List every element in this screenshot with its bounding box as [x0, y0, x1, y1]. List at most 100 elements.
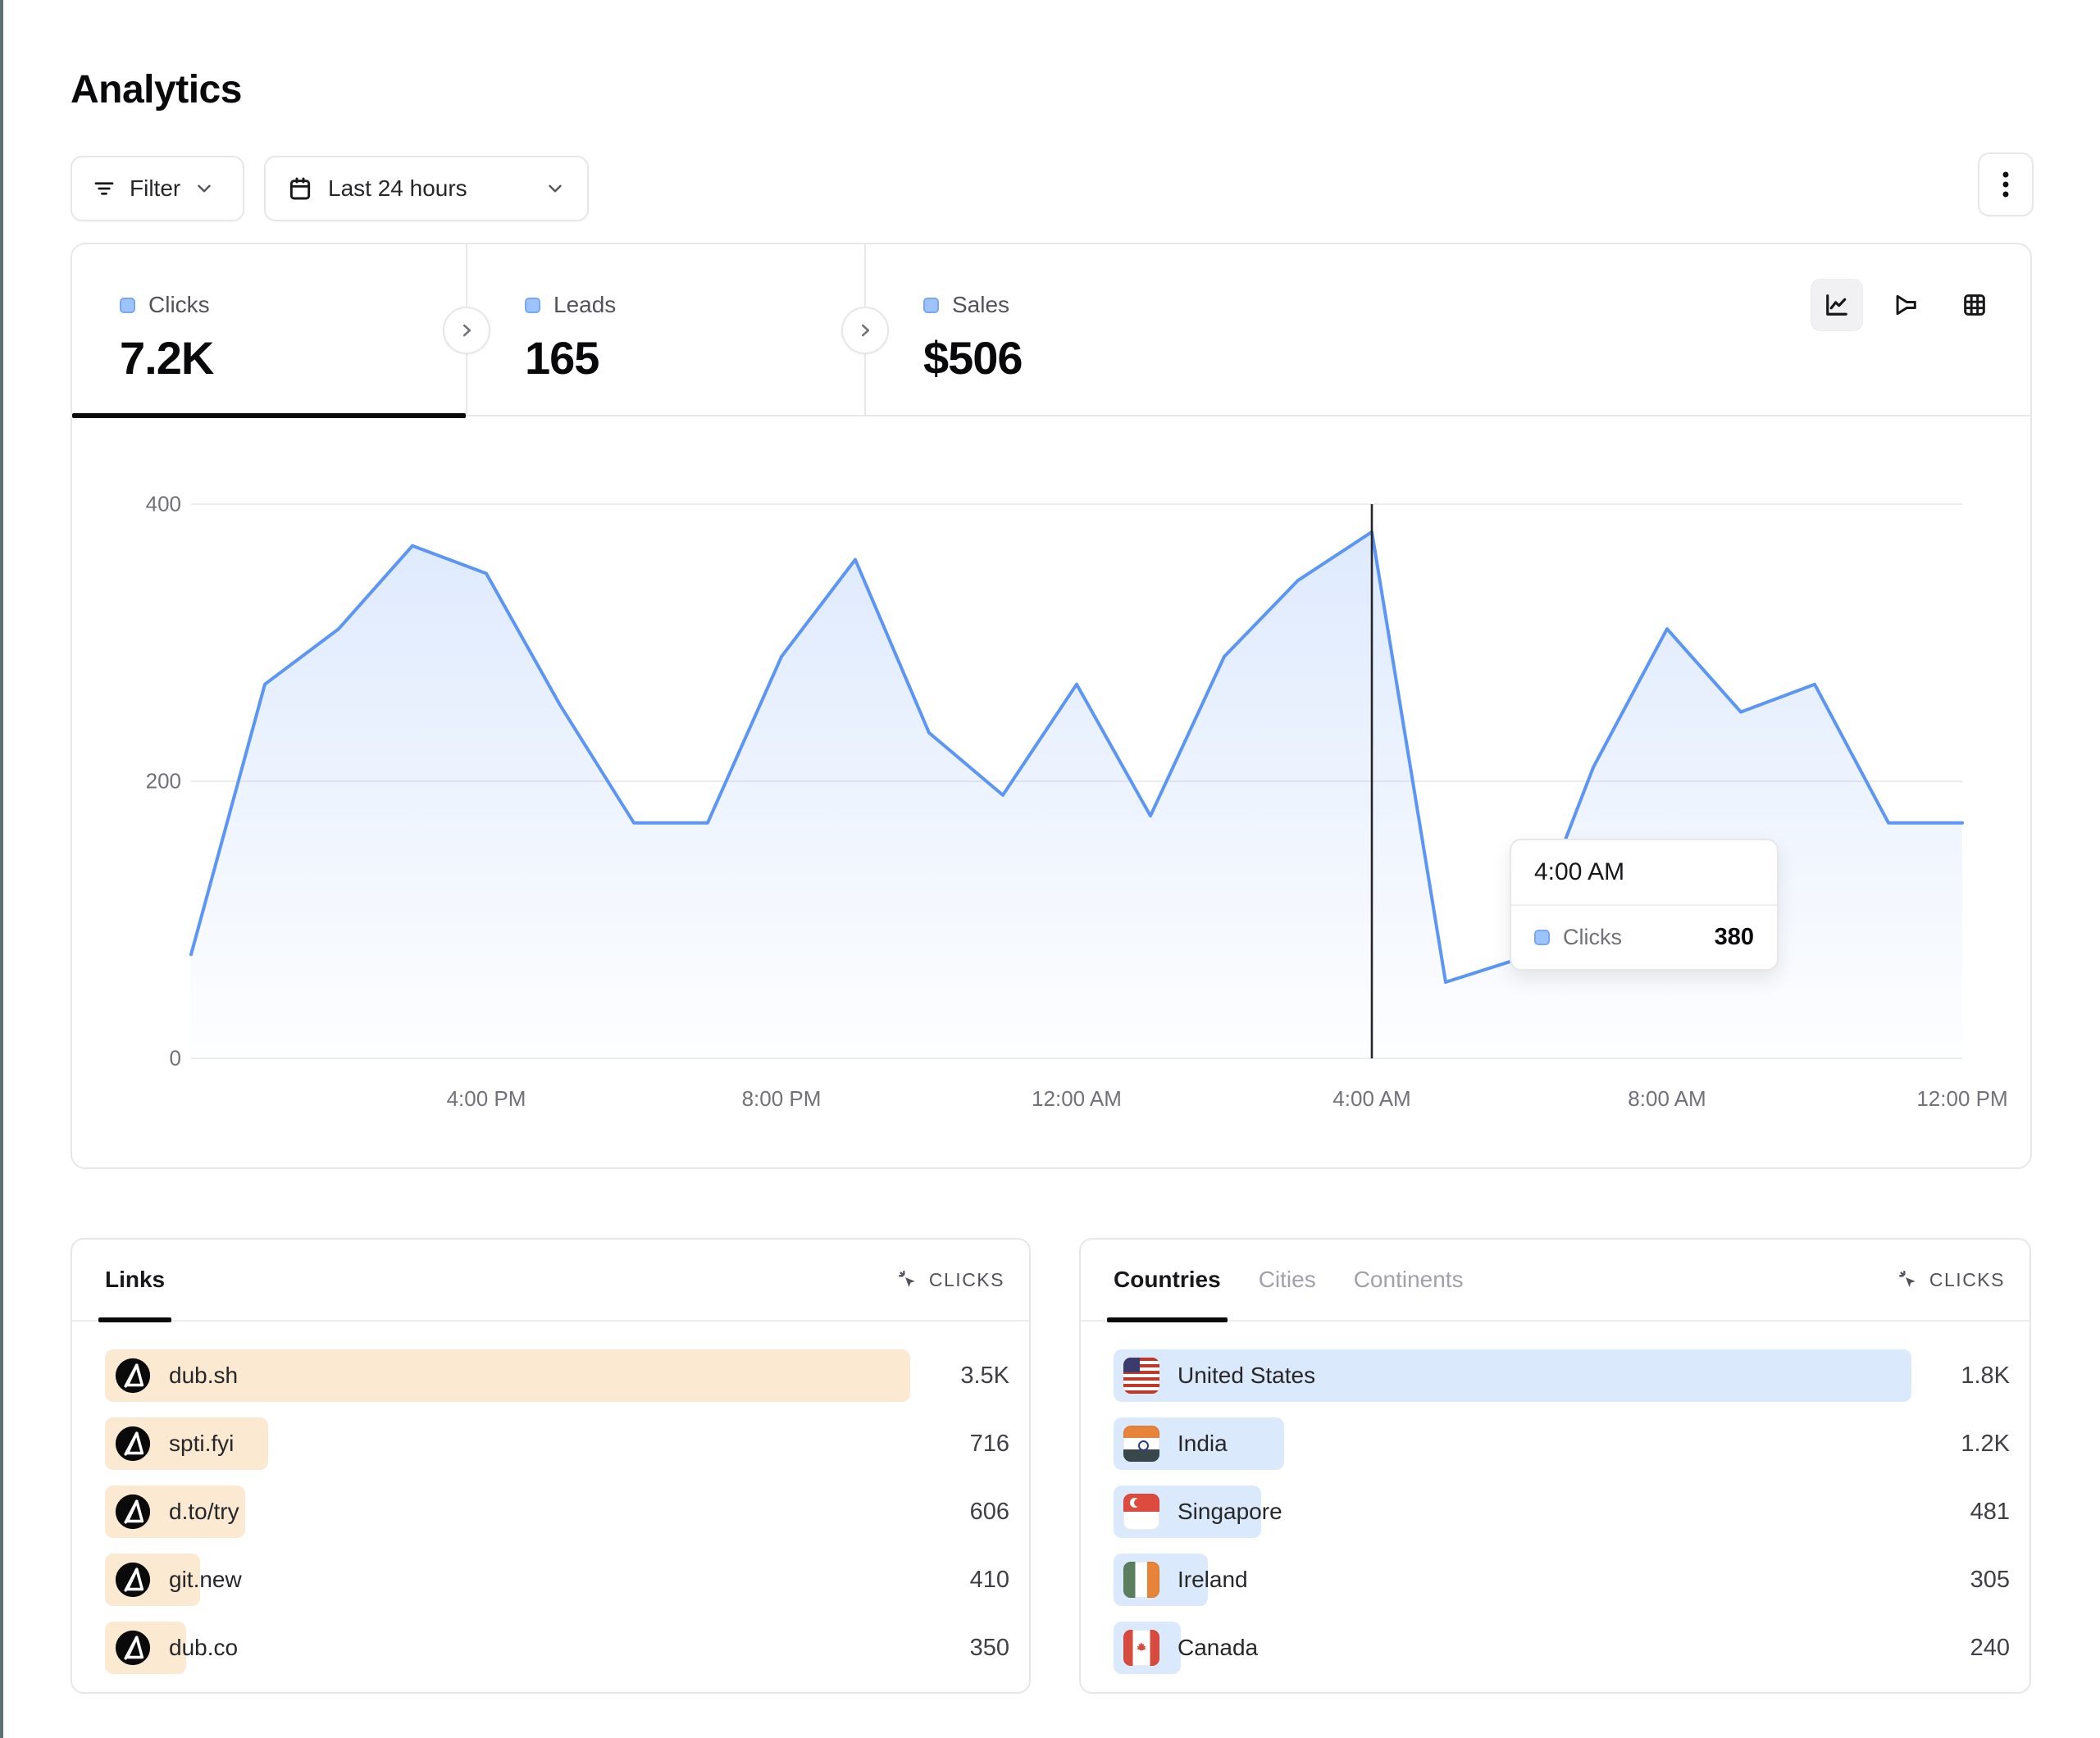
country-label: United States	[1178, 1363, 1316, 1388]
dub-logo-icon	[115, 1358, 151, 1394]
leads-legend-chip	[525, 297, 540, 313]
x-tick: 8:00 AM	[1628, 1086, 1706, 1111]
grid-icon	[1964, 294, 1985, 316]
tab-sales-label: Sales	[952, 292, 1010, 317]
link-bar	[105, 1349, 910, 1402]
dub-logo-icon	[115, 1630, 151, 1666]
clicks-value: 7.2K	[120, 332, 214, 384]
chart-view-toggles	[1811, 279, 2001, 331]
clicks-legend-chip	[120, 297, 135, 313]
tab-sales[interactable]: Sales $506	[864, 244, 1274, 416]
country-value: 481	[1970, 1498, 2010, 1525]
funnel-icon	[1896, 294, 1916, 316]
calendar-icon	[287, 175, 313, 202]
table-toggle[interactable]	[1948, 279, 2001, 331]
country-value: 1.2K	[1961, 1430, 2010, 1457]
link-value: 3.5K	[960, 1362, 1009, 1389]
analytics-card: Clicks 7.2K Leads 165 Sales $506	[71, 243, 2032, 1169]
expand-clicks-button[interactable]	[443, 307, 490, 354]
more-options-button[interactable]	[1978, 152, 2034, 216]
date-range-button[interactable]: Last 24 hours	[264, 156, 589, 221]
links-metric-button[interactable]: CLICKS	[896, 1268, 1004, 1291]
cursor-click-icon	[898, 1270, 915, 1287]
country-label: India	[1178, 1431, 1228, 1456]
links-rows: dub.sh 3.5K spti.fyi 716 d.to/try 606 gi…	[72, 1322, 1029, 1674]
ireland-flag-icon	[1123, 1562, 1159, 1598]
tab-leads[interactable]: Leads 165	[466, 244, 864, 416]
funnel-toggle[interactable]	[1879, 279, 1932, 331]
country-bar	[1114, 1349, 1911, 1402]
link-row[interactable]: dub.sh 3.5K	[105, 1349, 1009, 1402]
tab-clicks[interactable]: Clicks 7.2K	[72, 244, 466, 418]
continents-tab-label: Continents	[1353, 1267, 1464, 1292]
tab-leads-label: Leads	[553, 292, 617, 317]
links-metric-label: CLICKS	[928, 1268, 1004, 1290]
link-row[interactable]: dub.co 350	[105, 1622, 1009, 1674]
link-row[interactable]: git.new 410	[105, 1554, 1009, 1606]
country-row[interactable]: Ireland 305	[1114, 1554, 2010, 1606]
link-label: dub.sh	[169, 1363, 239, 1388]
country-row[interactable]: United States 1.8K	[1114, 1349, 2010, 1402]
expand-leads-button[interactable]	[841, 307, 889, 354]
chevron-right-icon	[861, 324, 870, 337]
cities-tab-label: Cities	[1258, 1267, 1316, 1292]
filter-label: Filter	[130, 175, 181, 201]
country-label: Canada	[1178, 1635, 1259, 1660]
tooltip-series-label: Clicks	[1563, 925, 1622, 949]
country-row[interactable]: India 1.2K	[1114, 1417, 2010, 1470]
clicks-area-chart[interactable]: 0 200 400 4:00 PM 8:00 PM 12:00 AM 4:00 …	[146, 462, 2008, 1112]
link-row[interactable]: spti.fyi 716	[105, 1417, 1009, 1470]
geo-metric-label: CLICKS	[1929, 1268, 2005, 1290]
y-tick-200: 200	[145, 768, 181, 794]
chevron-down-icon	[194, 178, 215, 199]
tab-continents[interactable]: Continents	[1354, 1239, 1464, 1321]
line-chart-icon	[1826, 294, 1847, 316]
filter-icon	[92, 176, 116, 201]
country-value: 1.8K	[1961, 1362, 2010, 1389]
tab-links[interactable]: Links	[98, 1239, 172, 1322]
cursor-click-icon	[1898, 1270, 1916, 1287]
links-panel: Links CLICKS dub.sh 3.5K spti.fyi 716	[71, 1238, 1031, 1694]
tooltip-series-chip	[1534, 930, 1550, 945]
x-tick: 8:00 PM	[741, 1086, 822, 1111]
us-flag-icon	[1123, 1358, 1159, 1394]
sales-legend-chip	[923, 297, 939, 313]
tooltip-value: 380	[1714, 924, 1754, 950]
link-label: dub.co	[169, 1635, 239, 1660]
link-label: git.new	[169, 1567, 242, 1592]
stat-tabs-row: Clicks 7.2K Leads 165 Sales $506	[72, 244, 2030, 418]
x-tick: 4:00 PM	[446, 1086, 526, 1111]
page-title: Analytics	[71, 68, 242, 111]
link-label: spti.fyi	[169, 1431, 235, 1456]
window-edge	[0, 0, 3, 1738]
filter-button[interactable]: Filter	[71, 156, 244, 221]
country-row[interactable]: Canada 240	[1114, 1622, 2010, 1674]
link-label: d.to/try	[169, 1499, 239, 1524]
link-value: 350	[969, 1634, 1009, 1661]
chevron-down-icon	[544, 178, 566, 199]
tooltip-time: 4:00 AM	[1511, 840, 1777, 906]
links-tab-label: Links	[105, 1267, 166, 1292]
kebab-icon	[1993, 168, 2019, 201]
x-tick: 12:00 AM	[1032, 1086, 1122, 1111]
x-tick: 4:00 AM	[1332, 1086, 1411, 1111]
link-row[interactable]: d.to/try 606	[105, 1485, 1009, 1538]
geo-panel: Countries Cities Continents CLICKS Unite…	[1079, 1238, 2031, 1694]
tab-clicks-label: Clicks	[148, 292, 210, 317]
line-chart-toggle[interactable]	[1811, 279, 1863, 331]
countries-tab-label: Countries	[1114, 1267, 1221, 1292]
area-fill	[191, 531, 1962, 1058]
date-range-label: Last 24 hours	[328, 175, 467, 201]
tab-cities[interactable]: Cities	[1259, 1239, 1316, 1321]
chart-tooltip: 4:00 AM Clicks 380	[1510, 839, 1779, 971]
y-tick-400: 400	[145, 491, 181, 516]
country-value: 240	[1970, 1634, 2010, 1661]
tab-countries[interactable]: Countries	[1107, 1239, 1228, 1322]
dub-logo-icon	[115, 1494, 151, 1530]
link-value: 606	[969, 1498, 1009, 1525]
sales-value: $506	[923, 332, 1023, 384]
dub-logo-icon	[115, 1426, 151, 1462]
country-row[interactable]: Singapore 481	[1114, 1485, 2010, 1538]
india-flag-icon	[1123, 1426, 1159, 1462]
geo-metric-button[interactable]: CLICKS	[1897, 1268, 2005, 1291]
